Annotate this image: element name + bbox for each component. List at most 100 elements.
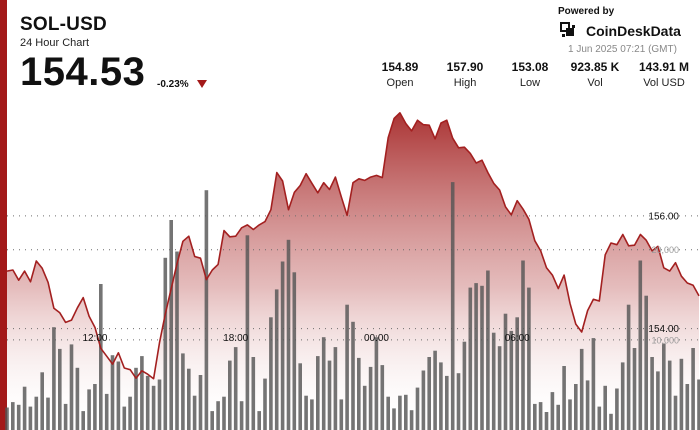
stat-vol-usd: 143.91 M Vol USD	[624, 60, 700, 89]
volume-bar	[16, 404, 21, 430]
volume-bar	[169, 220, 173, 430]
volume-bar	[46, 397, 50, 430]
volume-bar	[568, 399, 572, 430]
x-tick-label: 00:00	[364, 333, 389, 344]
volume-bar	[280, 261, 285, 430]
stat-vol: 923.85 K Vol	[555, 60, 635, 89]
volume-bar	[398, 395, 402, 430]
volume-tick-label: 20,000	[651, 245, 679, 255]
volume-bar	[81, 411, 85, 430]
volume-bar	[421, 370, 426, 430]
volume-bar	[497, 346, 502, 430]
volume-bar	[239, 401, 244, 430]
volume-bar	[609, 413, 613, 430]
volume-bar	[427, 357, 431, 430]
volume-bar	[386, 396, 390, 430]
price-tick-label: 154.00	[648, 324, 679, 335]
volume-bar	[316, 356, 320, 430]
volume-bar	[585, 380, 590, 430]
volume-bar	[667, 360, 672, 430]
stat-high-value: 157.90	[446, 60, 484, 74]
stat-low-label: Low	[519, 77, 541, 89]
volume-bar	[480, 285, 484, 430]
volume-bar	[286, 239, 291, 430]
volume-bar	[638, 260, 643, 430]
price-tick-label: 156.00	[648, 211, 679, 222]
volume-bar	[216, 401, 220, 430]
volume-bar	[304, 395, 308, 430]
volume-bar	[404, 394, 408, 430]
volume-bar	[439, 362, 443, 430]
accent-bar	[0, 0, 7, 430]
volume-bar	[533, 403, 537, 430]
price-line	[6, 112, 700, 380]
volume-bar	[257, 411, 261, 430]
volume-bar	[310, 399, 314, 430]
volume-bar	[222, 396, 226, 430]
volume-bar	[591, 338, 596, 430]
volume-bar	[650, 357, 654, 430]
volume-bar	[40, 372, 44, 430]
volume-bar	[175, 251, 179, 430]
stat-open-value: 154.89	[381, 60, 419, 74]
volume-bar	[163, 257, 168, 430]
x-tick-label: 06:00	[505, 333, 530, 344]
volume-bar	[339, 399, 344, 430]
volume-bar	[116, 361, 121, 430]
volume-bar	[468, 287, 473, 430]
volume-bar	[691, 348, 695, 430]
volume-bar	[52, 327, 56, 430]
volume-bar	[351, 321, 355, 430]
timestamp: 1 Jun 2025 07:21 (GMT)	[568, 44, 677, 55]
volume-bar	[662, 343, 666, 430]
volume-bar	[544, 412, 549, 430]
volume-bar	[99, 284, 103, 430]
volume-bar	[5, 407, 9, 430]
volume-bar	[87, 389, 91, 430]
volume-bar	[298, 363, 302, 430]
stat-vol-usd-label: Vol USD	[643, 77, 685, 89]
volume-bar	[644, 295, 648, 430]
volume-bar	[697, 379, 700, 430]
stat-open-label: Open	[386, 77, 414, 89]
volume-bar	[362, 385, 367, 430]
volume-bar	[656, 371, 660, 430]
pair-title: SOL-USD	[20, 14, 107, 35]
x-tick-label: 12:00	[82, 333, 107, 344]
volume-bar	[486, 270, 490, 430]
volume-bar	[28, 406, 33, 430]
down-arrow-icon	[197, 80, 207, 88]
volume-bar	[357, 357, 361, 430]
volume-bar	[679, 358, 684, 430]
volume-bar	[556, 404, 560, 430]
volume-bar	[140, 356, 144, 430]
x-tick-label: 18:00	[223, 333, 248, 344]
volume-bar	[274, 289, 279, 430]
volume-bar	[292, 272, 297, 430]
volume-bar	[632, 348, 637, 430]
volume-bar	[345, 304, 349, 430]
volume-bar	[145, 375, 150, 430]
volume-tick-label: 10,000	[651, 335, 679, 345]
volume-bar	[110, 355, 115, 430]
volume-bar	[251, 357, 256, 430]
stat-high: 157.90 High	[425, 60, 505, 89]
volume-bar	[509, 330, 514, 430]
volume-bar	[63, 403, 68, 430]
price-change: -0.23%	[157, 79, 189, 90]
brand-logo[interactable]: CoinDeskData	[560, 22, 681, 40]
powered-by-label: Powered by	[558, 6, 615, 17]
volume-bar	[527, 287, 531, 430]
brand-name: CoinDeskData	[586, 23, 681, 39]
volume-bar	[433, 350, 437, 430]
current-price: 154.53	[20, 50, 146, 94]
volume-bar	[93, 384, 97, 430]
chart-subtitle: 24 Hour Chart	[20, 37, 90, 49]
volume-bar	[491, 332, 496, 430]
volume-bar	[574, 384, 578, 430]
volume-bar	[151, 385, 156, 430]
volume-bar	[626, 304, 631, 430]
volume-bar	[134, 367, 138, 430]
volume-bar	[58, 348, 62, 430]
